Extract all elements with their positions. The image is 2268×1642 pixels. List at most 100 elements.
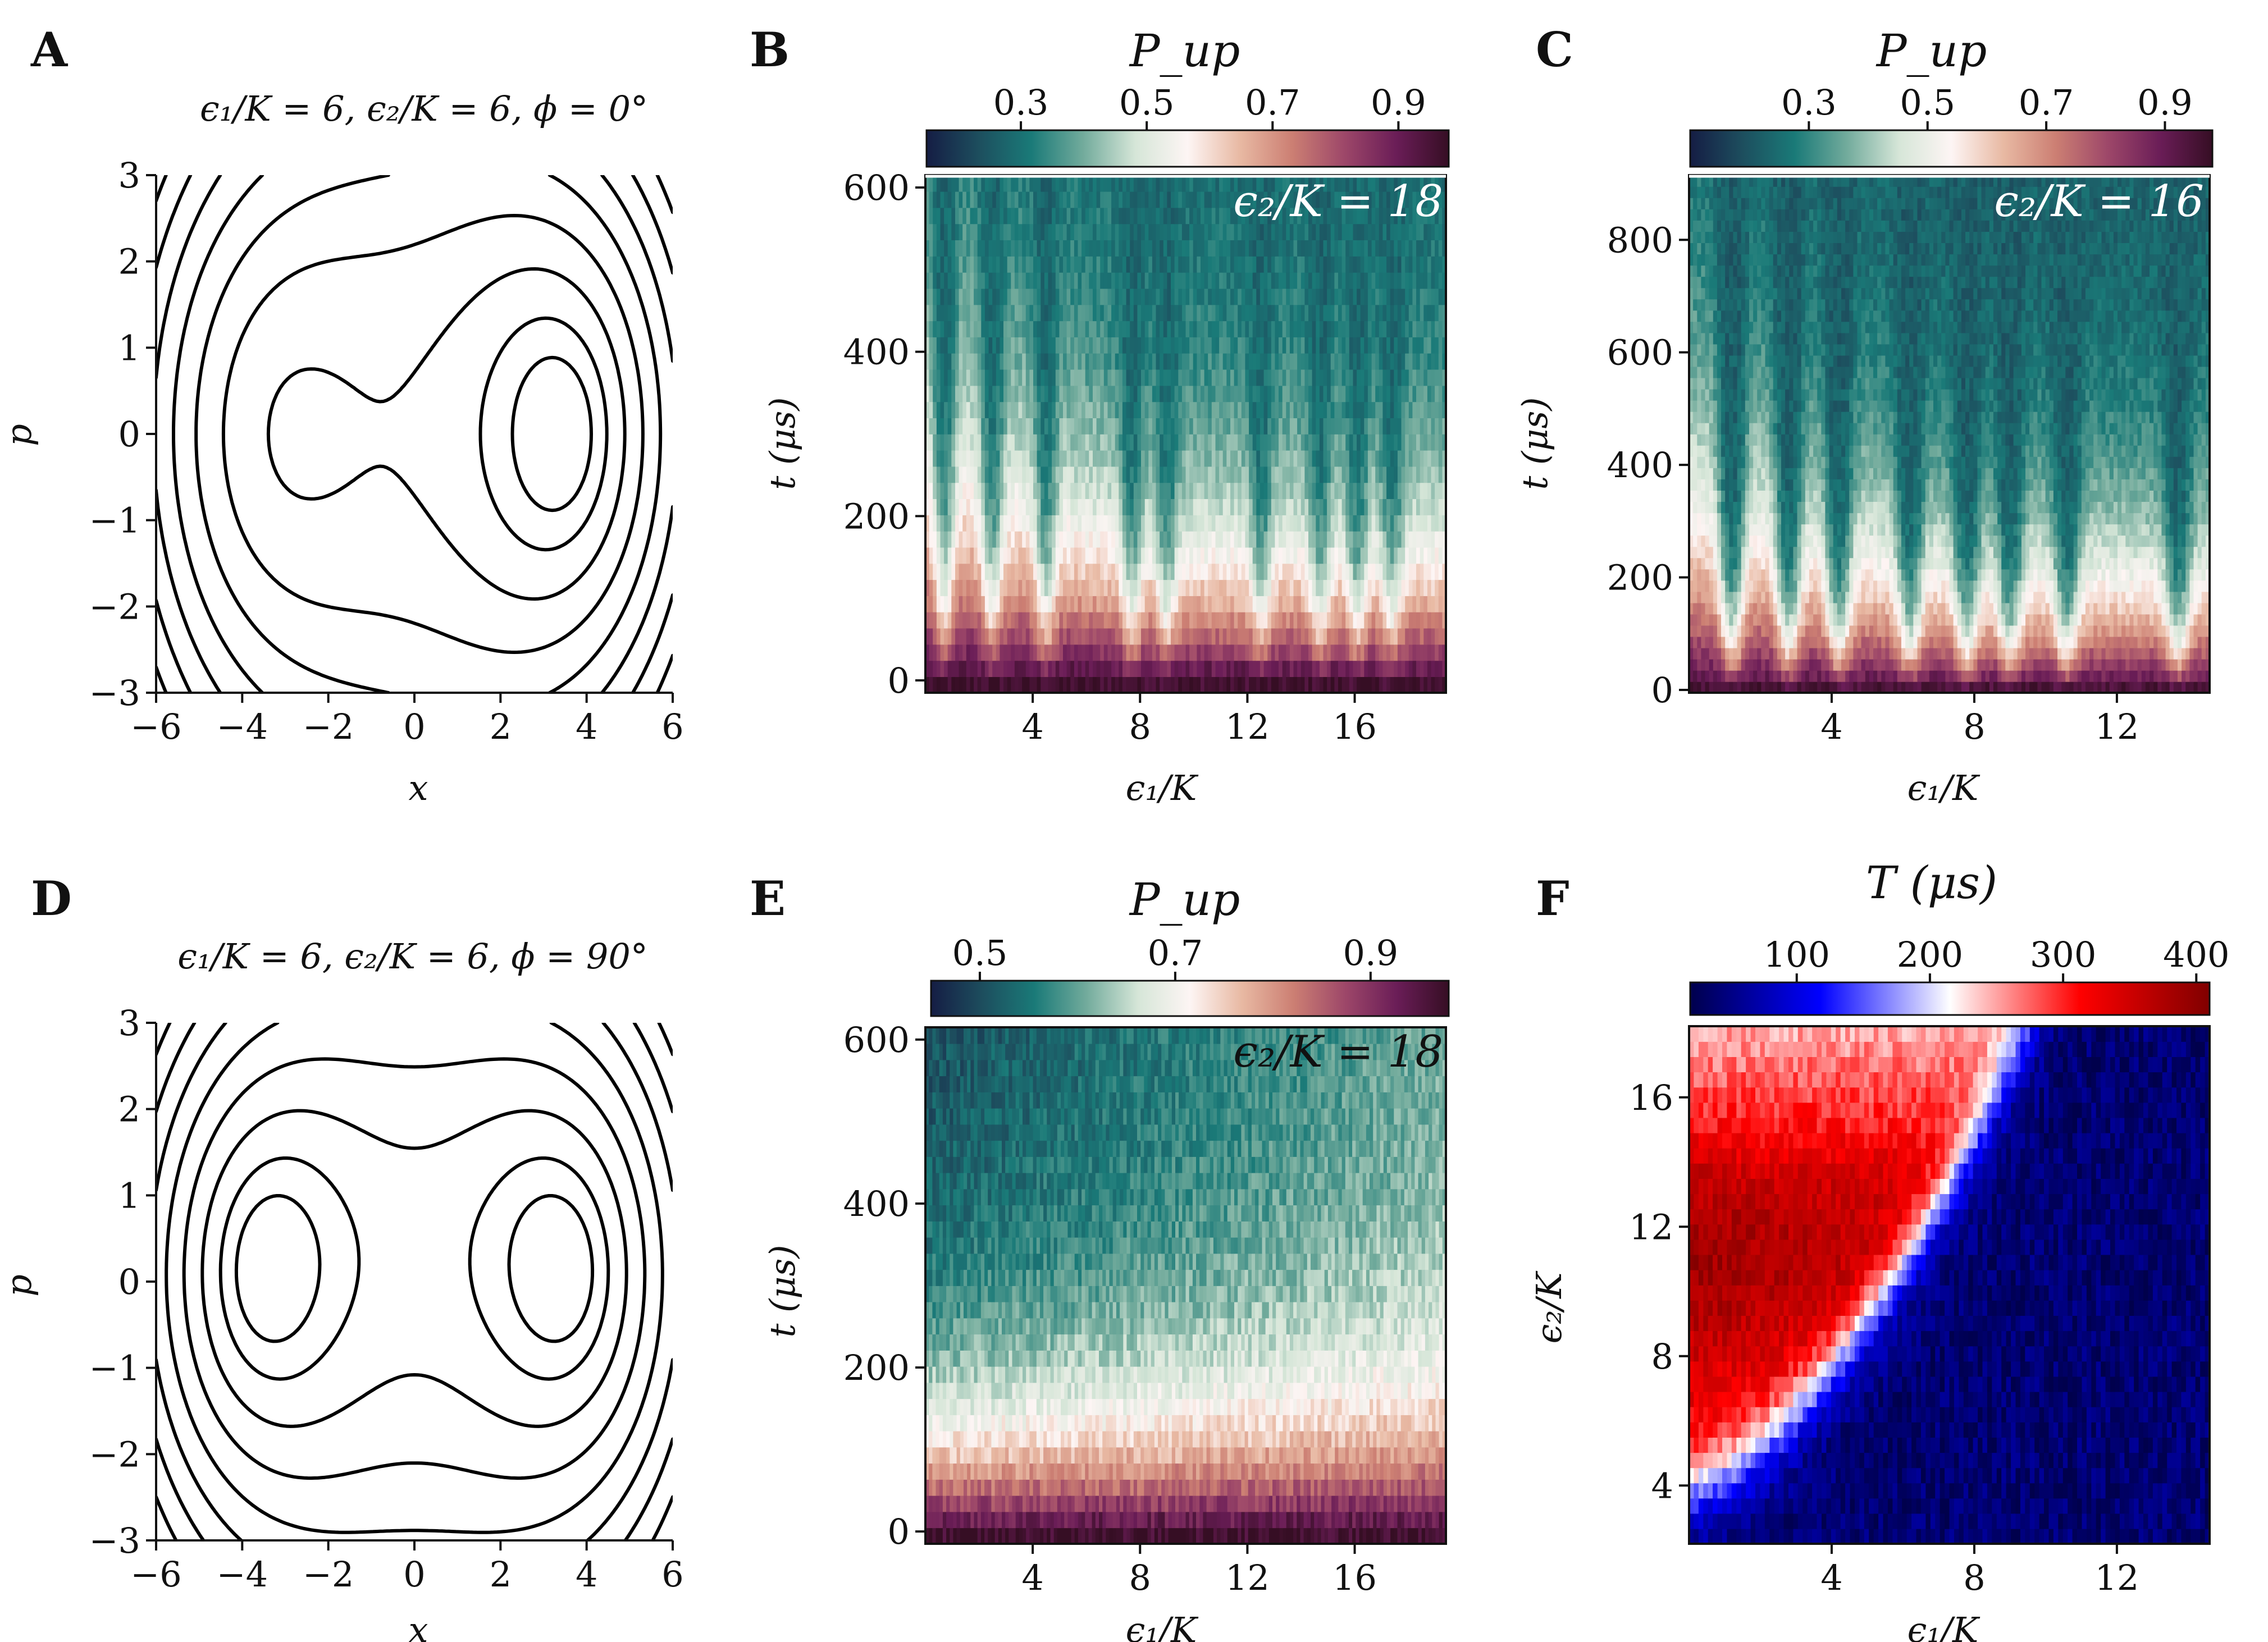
B-cell	[1167, 547, 1171, 564]
B-cell	[1401, 596, 1405, 612]
B-cell	[1386, 515, 1391, 532]
B-cell	[955, 337, 960, 354]
B-cell	[1435, 240, 1439, 257]
B-cell	[981, 547, 985, 564]
B-cell	[1003, 321, 1008, 337]
B-cell	[951, 579, 956, 596]
C-cell	[1985, 682, 1990, 693]
B-cell	[1141, 676, 1146, 693]
B-cell	[1427, 644, 1432, 661]
B-cell	[1289, 676, 1294, 693]
B-cell	[925, 321, 930, 337]
B-cell	[1078, 563, 1082, 580]
B-cell	[1189, 256, 1194, 273]
B-cell	[966, 611, 971, 629]
B-cell	[1260, 288, 1265, 305]
B-cell	[1226, 563, 1231, 580]
B-cell	[1044, 385, 1049, 403]
B-cell	[1364, 401, 1368, 418]
B-cell	[1111, 466, 1116, 483]
C-cell	[1769, 658, 1774, 671]
B-cell	[1249, 175, 1253, 192]
B-cell	[1144, 644, 1149, 661]
B-cell	[1052, 530, 1056, 548]
B-cell	[951, 256, 956, 273]
B-cell	[1111, 515, 1116, 532]
B-cell	[1349, 466, 1354, 483]
B-cell	[1037, 611, 1041, 629]
B-cell	[1289, 385, 1294, 403]
B-cell	[1319, 240, 1324, 257]
B-cell	[1222, 337, 1227, 354]
B-cell	[1435, 482, 1439, 499]
B-cell	[1130, 304, 1134, 322]
B-cell	[1316, 191, 1320, 208]
B-cell	[1423, 515, 1428, 532]
B-cell	[962, 385, 967, 403]
C-cell	[1937, 658, 1942, 671]
B-cell	[951, 547, 956, 564]
B-cell	[1222, 660, 1227, 677]
B-cell	[951, 418, 956, 434]
B-cell	[1126, 240, 1130, 257]
B-cell	[1093, 353, 1097, 370]
B-cell	[1126, 223, 1130, 240]
B-cell	[1126, 660, 1130, 677]
B-cell	[1141, 466, 1146, 483]
B-cell	[1111, 418, 1116, 434]
B-cell	[1241, 240, 1246, 257]
B-cell	[1201, 611, 1205, 629]
C-cell	[2061, 670, 2066, 682]
B-cell	[1304, 385, 1309, 403]
B-cell	[1367, 401, 1372, 418]
B-cell	[1141, 530, 1146, 548]
B-cell	[1185, 547, 1190, 564]
B-cell	[1442, 644, 1446, 661]
B-cell	[1382, 240, 1387, 257]
B-cell	[1300, 321, 1306, 337]
B-cell	[1041, 288, 1045, 305]
B-cell	[1353, 482, 1357, 499]
B-cell	[1111, 498, 1116, 515]
B-cell	[1160, 547, 1164, 564]
B-cell	[1201, 434, 1205, 451]
B-cell	[1427, 466, 1432, 483]
C-cell	[1729, 658, 1734, 671]
B-cell	[970, 207, 974, 225]
B-cell	[988, 418, 993, 434]
B-cell	[1293, 288, 1298, 305]
B-cell	[1156, 434, 1160, 451]
C-cell	[2189, 670, 2194, 682]
B-cell	[1260, 385, 1265, 403]
B-cell	[1345, 256, 1350, 273]
B-cell	[1256, 191, 1261, 208]
B-cell	[1141, 369, 1146, 386]
B-cell	[1312, 401, 1316, 418]
B-cell	[1394, 272, 1398, 289]
B-cell	[1260, 223, 1265, 240]
B-cell	[996, 611, 1001, 629]
B-cell	[1349, 434, 1354, 451]
B-cell	[1119, 611, 1123, 629]
B-cell	[1219, 353, 1224, 370]
B-cell	[1089, 466, 1093, 483]
B-cell	[1063, 191, 1067, 208]
B-cell	[1100, 401, 1105, 418]
panel-a-xlabel: x	[409, 767, 428, 808]
B-cell	[925, 579, 930, 596]
B-cell	[1401, 644, 1405, 661]
B-cell	[1375, 676, 1380, 693]
B-cell	[1137, 515, 1142, 532]
B-cell	[1197, 563, 1201, 580]
B-cell	[1130, 369, 1134, 386]
B-cell	[1081, 321, 1086, 337]
B-cell	[1289, 660, 1294, 677]
B-cell	[1063, 175, 1067, 192]
C-cell	[1777, 670, 1782, 682]
B-cell	[1100, 353, 1105, 370]
B-cell	[1371, 240, 1376, 257]
B-cell	[1249, 482, 1253, 499]
C-cell	[1869, 670, 1874, 682]
B-cell	[1238, 385, 1242, 403]
B-cell	[1018, 596, 1023, 612]
